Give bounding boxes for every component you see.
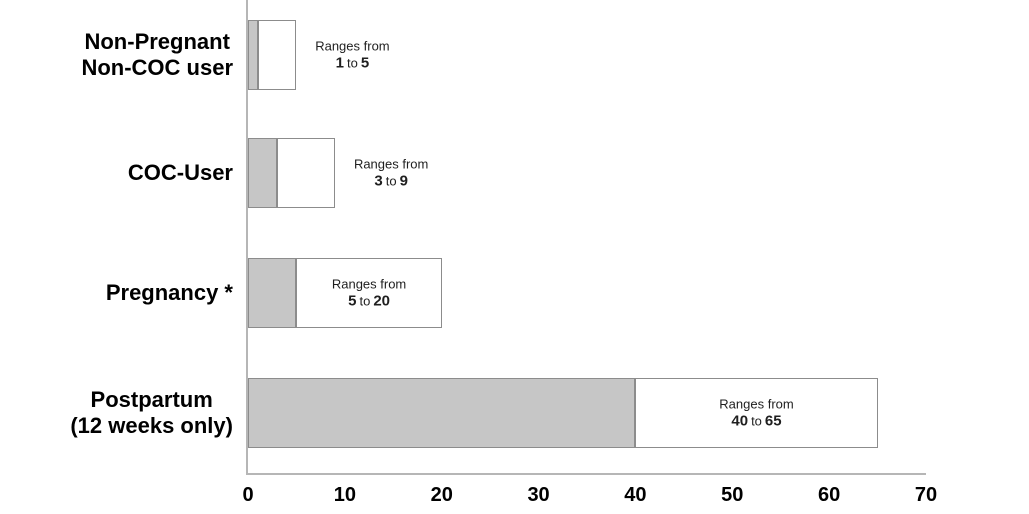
category-label: Non-Pregnant Non-COC user — [81, 29, 233, 80]
annotation-range: 1 to 5 — [335, 54, 370, 72]
annotation-prefix: Ranges from — [331, 276, 407, 292]
bar-low-segment — [248, 20, 258, 90]
category-label: Postpartum (12 weeks only) — [70, 387, 233, 438]
annotation-prefix: Ranges from — [315, 38, 390, 54]
range-annotation: Ranges from 1 to 5 — [304, 38, 400, 73]
x-tick-label: 40 — [624, 484, 647, 506]
bar-high-segment — [257, 20, 297, 90]
bar-low-segment — [248, 378, 636, 448]
range-annotation: Ranges from 40 to 65 — [635, 396, 877, 431]
range-annotation: Ranges from 3 to 9 — [343, 156, 439, 191]
x-tick-label: 20 — [430, 484, 453, 506]
plot-area: Ranges from 1 to 5 Ranges from 3 to 9 Ranges fro… — [246, 0, 926, 475]
x-tick-label: 60 — [818, 484, 841, 506]
bar-low-segment — [248, 258, 297, 328]
annotation-range: 40 to 65 — [731, 412, 782, 430]
x-tick-label: 70 — [914, 484, 938, 506]
range-annotation: Ranges from 5 to 20 — [296, 276, 441, 311]
x-tick-label: 0 — [242, 484, 254, 506]
annotation-range: 3 to 9 — [374, 172, 408, 190]
bar-low-segment — [248, 138, 278, 208]
bar-high-segment — [635, 378, 878, 448]
bar-high-segment — [296, 258, 442, 328]
x-tick-label: 30 — [527, 484, 550, 506]
x-tick-label: 10 — [333, 484, 356, 506]
annotation-prefix: Ranges from — [719, 396, 794, 412]
x-tick-label: 50 — [721, 484, 744, 506]
category-label: COC-User — [127, 160, 233, 185]
annotation-range: 5 to 20 — [348, 292, 390, 310]
bar-high-segment — [277, 138, 336, 208]
annotation-prefix: Ranges from — [353, 156, 429, 172]
category-label: Pregnancy * — [105, 280, 233, 305]
